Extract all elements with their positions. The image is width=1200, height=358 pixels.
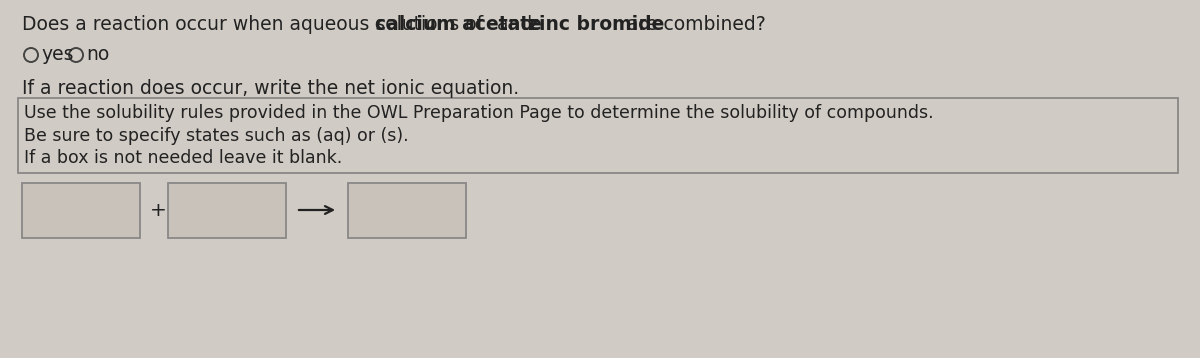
Text: Does a reaction occur when aqueous solutions of: Does a reaction occur when aqueous solut…	[22, 15, 490, 34]
Text: are combined?: are combined?	[620, 15, 766, 34]
Text: Use the solubility rules provided in the OWL Preparation Page to determine the s: Use the solubility rules provided in the…	[24, 104, 934, 122]
Text: and: and	[491, 15, 539, 34]
FancyBboxPatch shape	[22, 183, 140, 237]
Text: calcium acetate: calcium acetate	[374, 15, 541, 34]
FancyBboxPatch shape	[348, 183, 466, 237]
FancyBboxPatch shape	[168, 183, 286, 237]
Text: no: no	[86, 45, 109, 64]
Text: If a box is not needed leave it blank.: If a box is not needed leave it blank.	[24, 149, 342, 167]
Text: +: +	[150, 200, 167, 219]
Text: Be sure to specify states such as (aq) or (s).: Be sure to specify states such as (aq) o…	[24, 127, 409, 145]
Text: zinc bromide: zinc bromide	[528, 15, 664, 34]
FancyBboxPatch shape	[18, 98, 1178, 173]
Text: yes: yes	[41, 45, 73, 64]
Text: If a reaction does occur, write the net ionic equation.: If a reaction does occur, write the net …	[22, 78, 520, 97]
